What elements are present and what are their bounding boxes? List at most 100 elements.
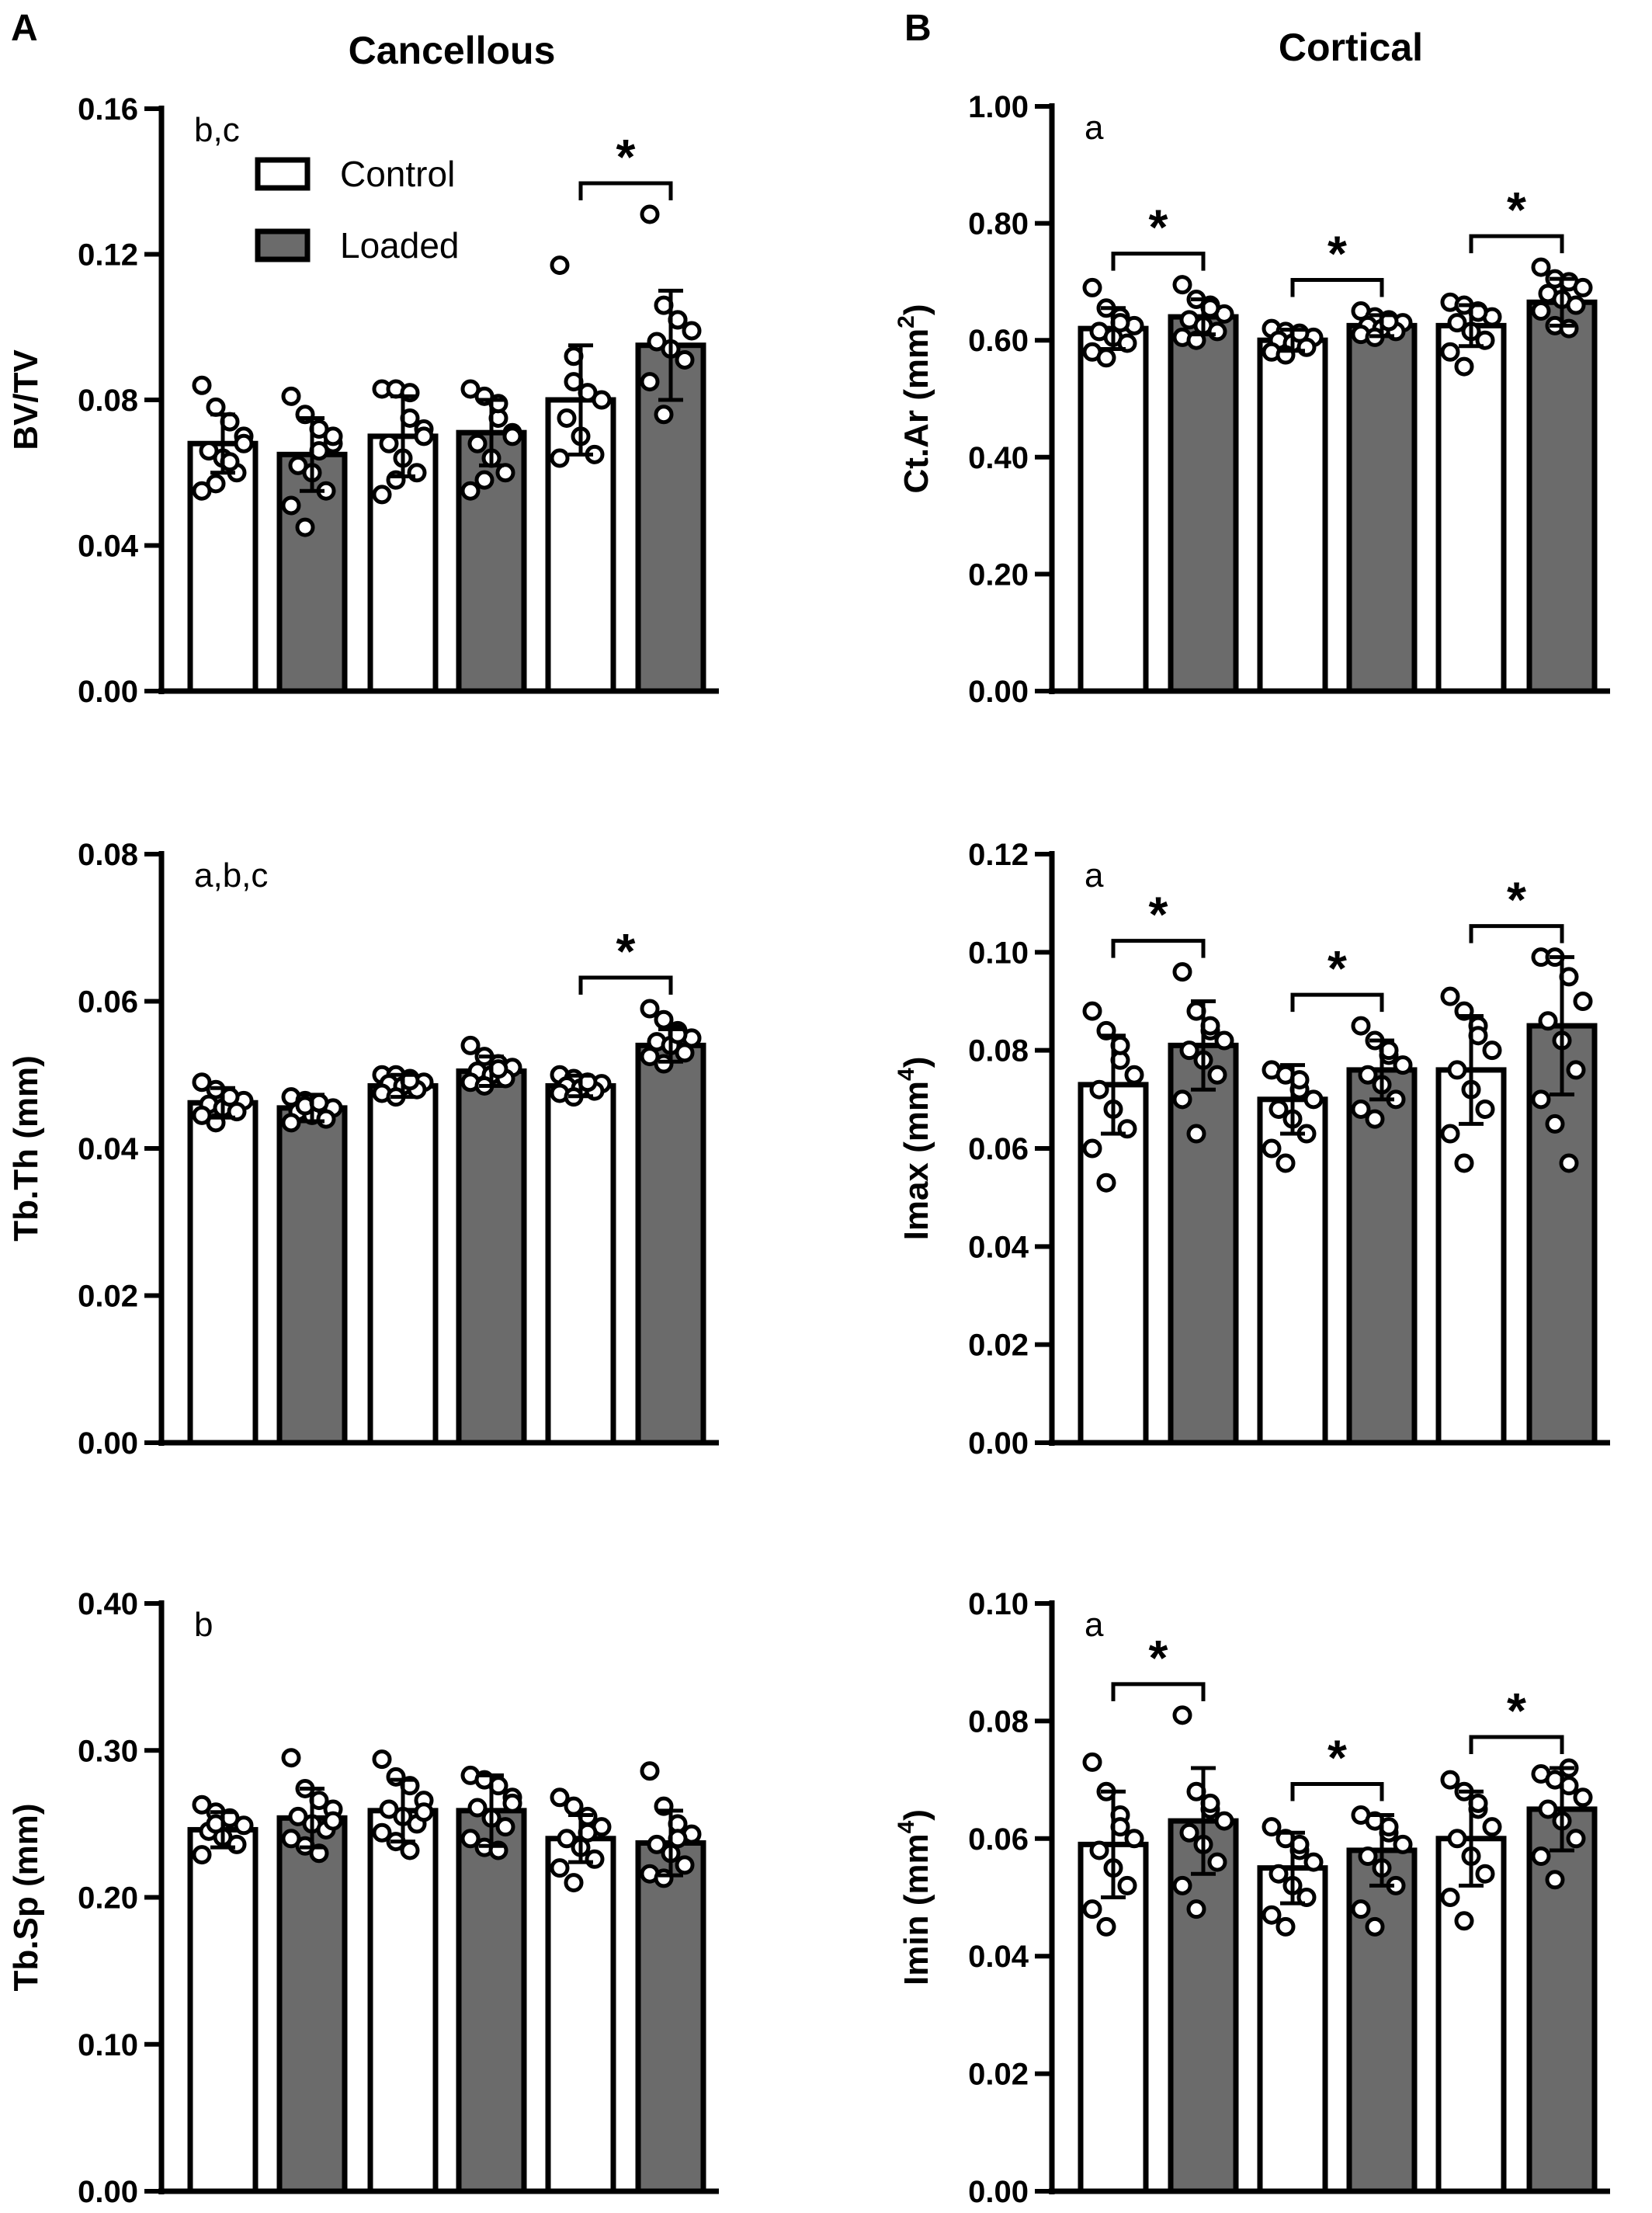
y-tick-label: 0.10 bbox=[968, 1587, 1029, 1621]
y-tick-label: 0.00 bbox=[78, 2175, 138, 2209]
data-point bbox=[1531, 1089, 1551, 1110]
data-point bbox=[1440, 1888, 1460, 1907]
data-point bbox=[1262, 1817, 1282, 1837]
data-point bbox=[281, 495, 301, 516]
data-point bbox=[1454, 1153, 1474, 1173]
significance-bracket bbox=[1469, 924, 1564, 943]
panel-letter-b: B bbox=[904, 8, 932, 49]
data-point bbox=[1172, 1705, 1192, 1725]
stat-note: b,c bbox=[194, 111, 240, 149]
significance-star: * bbox=[1507, 1683, 1526, 1739]
data-point bbox=[1358, 1846, 1378, 1867]
significance-bracket bbox=[1290, 1782, 1384, 1801]
data-point bbox=[400, 1840, 420, 1860]
data-point bbox=[1179, 1822, 1199, 1843]
y-tick-label: 0.08 bbox=[968, 1704, 1029, 1739]
significance-bracket bbox=[1111, 252, 1206, 271]
data-point bbox=[1172, 1089, 1192, 1110]
data-point bbox=[495, 1817, 515, 1837]
data-point bbox=[1172, 1875, 1192, 1895]
data-point bbox=[414, 426, 434, 446]
data-point bbox=[1393, 1834, 1413, 1854]
data-point bbox=[372, 1822, 392, 1843]
data-point bbox=[1440, 1770, 1460, 1790]
bar bbox=[635, 1840, 706, 2194]
panel-letter-a: A bbox=[11, 8, 38, 49]
data-point bbox=[1089, 1079, 1109, 1100]
data-point bbox=[460, 1035, 481, 1055]
bar bbox=[635, 1042, 706, 1446]
significance-star: * bbox=[1149, 200, 1168, 255]
data-point bbox=[1559, 1153, 1579, 1173]
data-point bbox=[675, 1855, 695, 1875]
column-title-cortical: Cortical bbox=[1279, 26, 1423, 69]
data-point bbox=[1179, 1040, 1199, 1061]
data-point bbox=[1573, 277, 1593, 297]
y-tick-label: 0.04 bbox=[78, 1132, 139, 1166]
data-point bbox=[1124, 1065, 1144, 1085]
y-tick-label: 0.08 bbox=[78, 838, 138, 872]
data-point bbox=[1545, 1113, 1565, 1134]
data-point bbox=[281, 1113, 301, 1133]
data-point bbox=[1482, 1817, 1502, 1837]
data-point bbox=[227, 1834, 247, 1854]
data-point bbox=[640, 999, 660, 1019]
data-point bbox=[1082, 1752, 1102, 1772]
data-point bbox=[1303, 1852, 1324, 1872]
data-point bbox=[460, 481, 481, 501]
y-tick-label: 0.20 bbox=[968, 558, 1029, 592]
data-point bbox=[1365, 1916, 1385, 1937]
y-tick-label: 0.00 bbox=[968, 2175, 1029, 2209]
y-tick-label: 0.06 bbox=[968, 1822, 1029, 1857]
data-point bbox=[1207, 1852, 1227, 1872]
data-point bbox=[1082, 1001, 1102, 1021]
data-point bbox=[1351, 1899, 1371, 1919]
legend-swatch-loaded bbox=[255, 228, 311, 262]
data-point bbox=[281, 1748, 301, 1768]
stat-note: a,b,c bbox=[194, 856, 268, 895]
data-point bbox=[1475, 1099, 1495, 1119]
data-point bbox=[1262, 1138, 1282, 1159]
data-point bbox=[1351, 1016, 1371, 1036]
data-point bbox=[1082, 277, 1102, 297]
data-point bbox=[1566, 295, 1586, 315]
y-tick-label: 0.80 bbox=[968, 207, 1029, 241]
y-axis-label: Ct.Ar (mm2) bbox=[894, 304, 935, 493]
data-point bbox=[372, 1749, 392, 1770]
bar bbox=[1435, 1067, 1507, 1446]
data-point bbox=[1262, 1905, 1282, 1925]
data-point bbox=[1351, 1099, 1371, 1119]
data-point bbox=[557, 408, 577, 428]
data-point bbox=[640, 1761, 660, 1781]
data-point bbox=[1096, 348, 1116, 368]
data-point bbox=[1096, 1916, 1116, 1937]
significance-star: * bbox=[1507, 872, 1526, 928]
y-tick-label: 0.20 bbox=[78, 1881, 138, 1916]
chart-4: 0.00 0.02 0.04 0.06 0.08 0.10 0.12 Imax (mm4) a *… bbox=[894, 838, 1610, 1461]
significance-star: * bbox=[1149, 887, 1168, 943]
bar bbox=[187, 1100, 259, 1446]
data-point bbox=[234, 433, 254, 453]
bar bbox=[1168, 314, 1239, 694]
stat-note: a bbox=[1085, 856, 1104, 895]
data-point bbox=[1447, 313, 1467, 333]
bar bbox=[1435, 322, 1507, 694]
data-point bbox=[1573, 1787, 1593, 1808]
data-point bbox=[1089, 1840, 1109, 1860]
legend-swatch-control bbox=[255, 157, 311, 191]
chart-5: 0.00 0.02 0.04 0.06 0.08 0.10 Imin (mm4) a * * * bbox=[894, 1587, 1610, 2209]
data-point bbox=[1482, 1040, 1502, 1061]
data-point bbox=[1082, 1899, 1102, 1919]
y-tick-label: 0.00 bbox=[78, 675, 138, 709]
data-point bbox=[682, 321, 702, 341]
bar bbox=[545, 1836, 616, 2194]
data-point bbox=[1531, 301, 1551, 321]
y-tick-label: 0.00 bbox=[968, 1426, 1029, 1461]
y-tick-label: 0.10 bbox=[968, 936, 1029, 970]
y-tick-label: 0.02 bbox=[78, 1280, 138, 1314]
data-point bbox=[1082, 1138, 1102, 1159]
y-tick-label: 0.06 bbox=[78, 985, 138, 1020]
y-tick-label: 0.00 bbox=[78, 1426, 138, 1461]
data-point bbox=[1573, 992, 1593, 1011]
y-tick-label: 0.30 bbox=[78, 1734, 138, 1768]
